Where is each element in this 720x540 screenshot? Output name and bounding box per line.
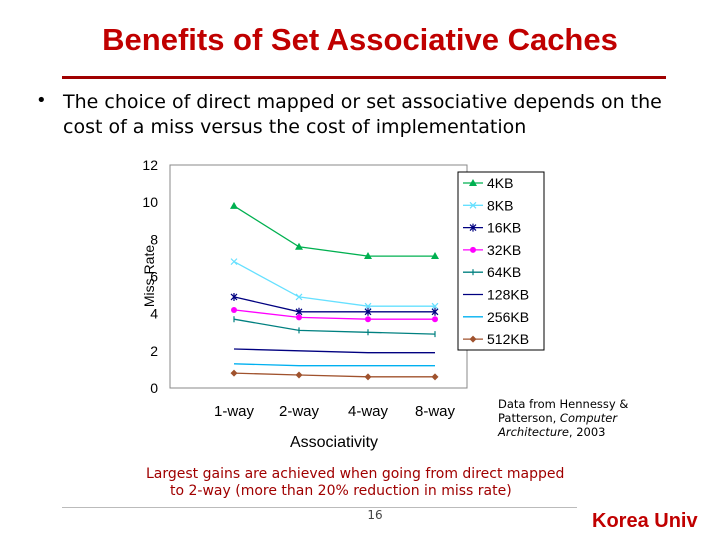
miss-rate-chart: 0 2 4 6 8 10 12 1-way 2-way 4-way 8-way Miss Rate… [130,150,550,460]
series-line [233,261,435,307]
legend-marker [470,246,476,253]
data-point [431,307,439,316]
series-line [233,372,435,378]
data-point [365,316,371,323]
x-axis-label: Associativity [290,434,378,451]
series-line [233,205,435,257]
series-line [233,363,435,367]
legend-label: 64KB [487,264,521,280]
x-tick-label: 2-way [279,403,320,420]
legend-entry: 128KB [463,287,529,303]
x-tick-label: 8-way [415,403,456,420]
data-point [431,302,439,310]
x-tick-label: 4-way [348,403,389,420]
series-line [233,309,435,320]
caption-line-1: Largest gains are achieved when going fr… [146,466,565,482]
series-line [233,348,435,354]
data-point [230,369,238,377]
page-number: 16 [367,508,383,522]
legend-entry: 256KB [463,309,529,325]
bullet-marker: • [36,90,47,111]
y-tick-label: 4 [150,306,158,322]
title-underline [62,76,666,79]
source-book-title-2: Architecture [498,425,569,439]
bullet-text: The choice of direct mapped or set assoc… [63,91,662,138]
data-source-note: Data from Hennessy & Patterson, Computer… [498,397,668,439]
data-point [364,307,372,316]
legend-label: 256KB [487,309,529,325]
data-point [230,258,238,266]
caption: Largest gains are achieved when going fr… [146,466,606,500]
data-point [432,316,438,323]
legend-label: 32KB [487,242,521,258]
brand-name: Korea Univ [592,510,698,532]
source-book-title-1: Computer [559,411,618,425]
y-tick-label: 0 [150,380,158,396]
legend-label: 128KB [487,287,529,303]
y-tick-label: 6 [150,269,158,285]
legend-entry: 512KB [463,331,529,347]
slide-title: Benefits of Set Associative Caches [102,22,618,57]
legend-entry: 8KB [463,197,513,213]
legend-label: 16KB [487,220,521,236]
series-256kb [233,363,435,367]
series-lines [230,201,439,381]
legend-label: 4KB [487,175,513,191]
series-line [233,318,436,335]
data-point [431,252,439,260]
y-axis-label: Miss Rate [141,245,157,307]
source-line-1: Data from Hennessy & [498,397,629,411]
series-64kb [233,316,436,338]
data-point [431,373,439,381]
legend-marker [469,223,477,232]
y-tick-label: 8 [150,231,158,247]
legend: 4KB 8KB 16KB 32KB 64KB 128KB 256KB 512KB [463,175,529,347]
legend-label: 512KB [487,331,529,347]
data-point [230,292,238,301]
series-4kb [230,201,439,260]
footer-divider [62,507,577,508]
source-line-2: Patterson, [498,411,560,425]
series-128kb [233,348,435,354]
source-year: , 2003 [568,425,606,439]
legend-entry: 16KB [463,220,521,236]
legend-entry: 64KB [463,264,521,280]
data-point [364,373,372,381]
y-tick-label: 12 [142,157,158,173]
series-line [233,296,435,313]
x-tick-label: 1-way [214,403,255,420]
series-8kb [230,258,439,310]
legend-entry: 32KB [463,242,521,258]
data-point [295,242,303,250]
data-point [230,201,238,209]
data-point [364,302,372,310]
caption-line-2: to 2-way (more than 20% reduction in mis… [170,483,512,499]
legend-marker [469,179,477,186]
data-point [296,314,302,321]
x-axis-ticks: 1-way 2-way 4-way 8-way [214,403,456,420]
y-tick-label: 10 [142,194,158,210]
legend-marker [469,335,477,343]
series-16kb [230,292,439,316]
plot-area-border [169,164,468,389]
data-point [295,293,303,301]
data-point [364,252,372,260]
legend-entry: 4KB [463,175,513,191]
legend-marker [469,201,477,209]
legend-label: 8KB [487,197,513,213]
data-point [231,306,237,313]
chart-svg: 0 2 4 6 8 10 12 1-way 2-way 4-way 8-way Miss Rate… [141,157,545,451]
y-tick-label: 2 [150,343,158,359]
legend-box [457,171,545,351]
y-axis-ticks: 0 2 4 6 8 10 12 [142,157,158,396]
series-512kb [230,369,439,381]
series-32kb [231,306,438,323]
data-point [295,371,303,379]
